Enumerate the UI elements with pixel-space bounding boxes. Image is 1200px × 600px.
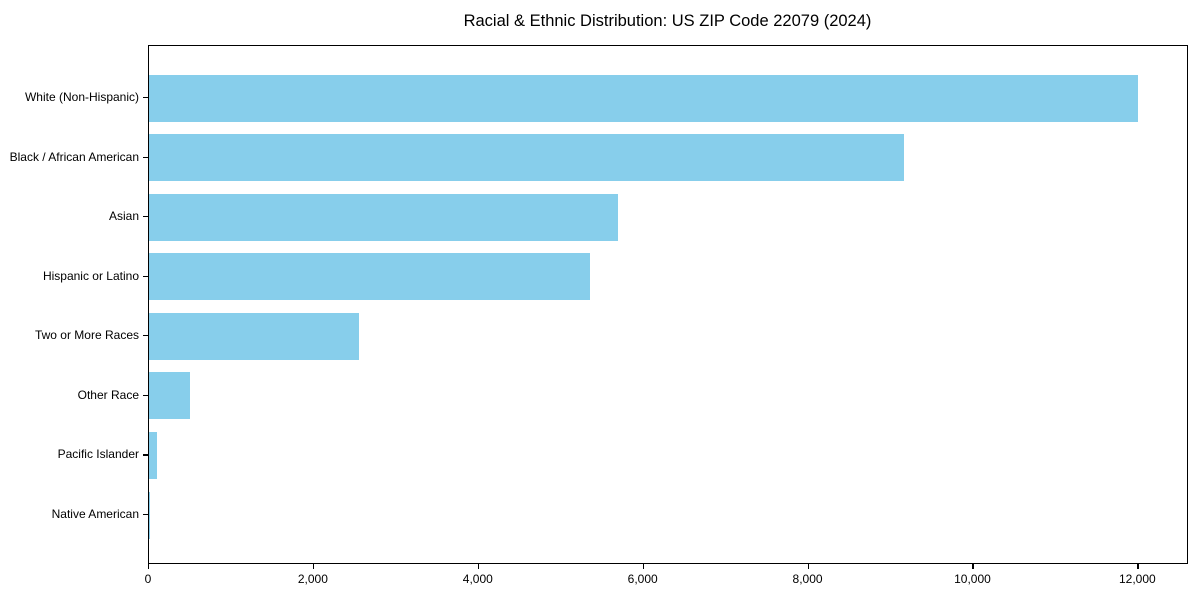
chart-title: Racial & Ethnic Distribution: US ZIP Cod… [463, 12, 872, 30]
x-tick-label-5: 10,000 [954, 572, 991, 586]
y-tick-label-6: Pacific Islander [57, 447, 139, 462]
x-tick-mark-4 [807, 564, 809, 569]
x-tick-mark-2 [477, 564, 479, 569]
bar-6 [149, 431, 158, 479]
y-tick-mark-2 [143, 216, 148, 218]
x-tick-mark-1 [312, 564, 315, 569]
bar-1 [149, 134, 905, 182]
bar-5 [149, 372, 191, 420]
x-tick-label-0: 0 [144, 572, 152, 586]
y-tick-mark-5 [143, 394, 148, 397]
x-tick-mark-3 [642, 564, 644, 569]
y-tick-mark-4 [143, 335, 148, 337]
x-tick-mark-5 [972, 564, 974, 569]
x-tick-mark-6 [1137, 564, 1139, 569]
y-tick-mark-0 [143, 97, 148, 99]
bar-2 [149, 193, 619, 241]
bar-4 [149, 312, 360, 360]
y-tick-mark-1 [143, 156, 148, 158]
x-tick-label-3: 6,000 [627, 572, 658, 586]
y-tick-mark-3 [143, 275, 148, 277]
x-tick-mark-0 [148, 564, 150, 569]
bar-7 [149, 491, 150, 539]
y-tick-label-5: Other Race [77, 387, 139, 402]
x-tick-label-2: 4,000 [462, 572, 493, 586]
bar-3 [149, 253, 591, 301]
y-tick-label-3: Hispanic or Latino [42, 268, 139, 283]
x-tick-label-4: 8,000 [792, 572, 823, 586]
y-tick-label-7: Native American [51, 507, 139, 521]
x-tick-label-6: 12,000 [1118, 572, 1156, 586]
y-tick-label-1: Black / African American [9, 149, 139, 164]
y-tick-label-4: Two or More Races [34, 328, 139, 343]
y-tick-mark-7 [143, 514, 148, 516]
plot-area [148, 45, 1188, 564]
x-tick-label-1: 2,000 [297, 572, 328, 586]
y-tick-label-0: White (Non-Hispanic) [24, 90, 139, 104]
y-tick-label-2: Asian [108, 209, 139, 224]
y-tick-mark-6 [143, 454, 148, 456]
bar-0 [149, 74, 1138, 122]
